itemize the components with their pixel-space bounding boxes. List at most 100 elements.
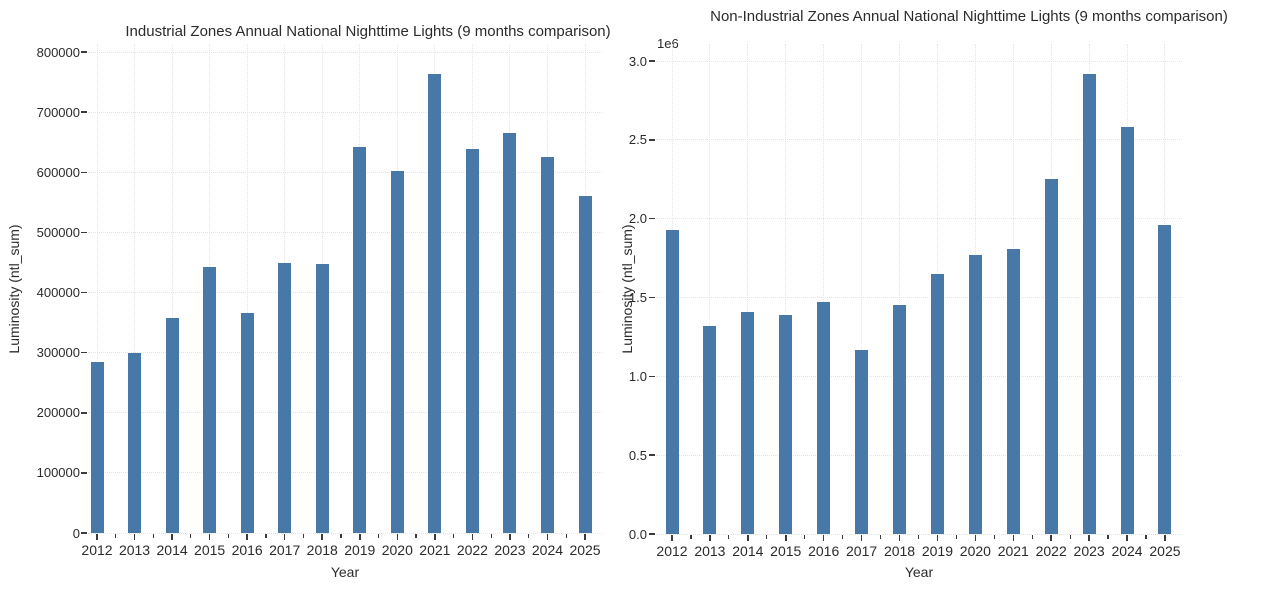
y-axis-offset-text: 1e6 xyxy=(657,36,679,51)
x-tick-mark xyxy=(133,534,136,540)
bar-2023 xyxy=(1082,73,1096,534)
x-tick-label: 2015 xyxy=(194,542,226,558)
y-tick-mark xyxy=(80,532,87,534)
bar-2023 xyxy=(503,133,517,533)
x-tick-mark xyxy=(936,535,939,541)
y-tick-label: 2.0 xyxy=(628,211,647,227)
y-tick-label: 0 xyxy=(72,525,80,541)
y-tick-label: 0.5 xyxy=(628,447,647,463)
bar-2025 xyxy=(578,195,592,533)
y-tick-label: 100000 xyxy=(36,465,80,481)
x-minor-tick-mark xyxy=(728,535,730,539)
y-tick-label: 1.0 xyxy=(628,368,647,384)
x-tick-mark xyxy=(747,535,749,541)
y-tick-mark xyxy=(80,472,87,474)
bar-2018 xyxy=(315,264,329,533)
y-gridline xyxy=(656,60,1182,62)
x-tick-label: 2019 xyxy=(921,543,954,559)
x-tick-mark xyxy=(546,534,549,540)
x-tick-label: 2022 xyxy=(456,542,488,558)
x-tick-label: 2018 xyxy=(883,543,916,559)
y-tick-label: 700000 xyxy=(36,104,80,120)
y-gridline xyxy=(88,352,602,354)
bar-2015 xyxy=(203,266,217,533)
bar-2014 xyxy=(741,311,755,534)
bar-2014 xyxy=(165,317,179,533)
bar-2015 xyxy=(779,314,793,534)
bar-2019 xyxy=(353,146,367,533)
bar-2016 xyxy=(240,312,254,533)
x-minor-tick-mark xyxy=(115,534,117,538)
x-tick-label: 2013 xyxy=(694,543,726,559)
x-tick-label: 2021 xyxy=(419,542,451,558)
bar-2018 xyxy=(893,305,907,534)
x-gridline xyxy=(171,44,173,533)
y-tick-mark xyxy=(648,533,655,535)
y-tick-label: 800000 xyxy=(36,44,80,60)
x-tick-mark xyxy=(396,534,399,540)
x-tick-label: 2012 xyxy=(656,543,688,559)
x-tick-label: 2015 xyxy=(770,543,802,559)
x-minor-tick-mark xyxy=(1107,535,1109,539)
y-gridline xyxy=(88,111,602,113)
bar-2021 xyxy=(428,73,442,533)
bar-2019 xyxy=(930,273,944,534)
x-minor-tick-mark xyxy=(766,535,768,539)
x-tick-mark xyxy=(509,534,511,540)
x-tick-label: 2020 xyxy=(381,542,413,558)
x-tick-label: 2014 xyxy=(732,543,764,559)
y-gridline xyxy=(656,139,1182,141)
x-tick-label: 2024 xyxy=(1111,543,1143,559)
y-tick-mark xyxy=(648,60,655,62)
bar-2012 xyxy=(90,362,104,533)
x-tick-label: 2012 xyxy=(81,542,113,558)
x-tick-mark xyxy=(785,535,787,541)
x-gridline xyxy=(747,44,749,534)
y-tick-mark xyxy=(80,351,87,354)
x-tick-label: 2023 xyxy=(494,542,526,558)
x-minor-tick-mark xyxy=(453,534,455,538)
x-tick-label: 2016 xyxy=(808,543,840,559)
y-tick-label: 3.0 xyxy=(628,53,647,69)
x-tick-label: 2019 xyxy=(344,542,376,558)
bar-2020 xyxy=(968,254,982,534)
x-minor-tick-mark xyxy=(1031,535,1033,539)
y-tick-mark xyxy=(80,412,87,414)
x-tick-mark xyxy=(860,535,863,541)
x-tick-label: 2023 xyxy=(1073,543,1105,559)
y-tick-mark xyxy=(648,375,655,378)
y-gridline xyxy=(656,218,1182,220)
bar-2016 xyxy=(817,302,831,534)
x-tick-mark xyxy=(1164,535,1166,541)
y-tick-label: 0.0 xyxy=(628,526,647,542)
x-gridline xyxy=(134,44,136,533)
x-minor-tick-mark xyxy=(490,534,492,538)
y-gridline xyxy=(88,231,602,233)
bar-2013 xyxy=(128,352,142,533)
x-tick-mark xyxy=(898,535,901,541)
bar-2012 xyxy=(665,229,679,534)
y-tick-mark xyxy=(80,291,87,294)
y-gridline xyxy=(88,171,602,173)
y-gridline xyxy=(656,454,1182,456)
x-minor-tick-mark xyxy=(565,534,567,538)
x-minor-tick-mark xyxy=(955,535,957,539)
x-gridline xyxy=(899,44,901,534)
x-tick-mark xyxy=(434,534,436,540)
x-tick-mark xyxy=(584,534,586,540)
bar-2022 xyxy=(465,149,479,533)
x-tick-label: 2017 xyxy=(269,542,301,558)
x-tick-mark xyxy=(471,534,474,540)
x-tick-mark xyxy=(359,534,361,540)
x-tick-label: 2013 xyxy=(118,542,151,558)
x-minor-tick-mark xyxy=(377,534,380,538)
chart-title-industrial: Industrial Zones Annual National Nightti… xyxy=(125,23,611,40)
x-tick-mark xyxy=(283,534,286,540)
x-axis-label-left: Year xyxy=(330,564,360,580)
x-gridline xyxy=(709,44,711,534)
x-tick-mark xyxy=(974,535,977,541)
x-minor-tick-mark xyxy=(879,535,882,539)
bar-2024 xyxy=(1120,127,1134,534)
y-tick-mark xyxy=(648,296,655,299)
